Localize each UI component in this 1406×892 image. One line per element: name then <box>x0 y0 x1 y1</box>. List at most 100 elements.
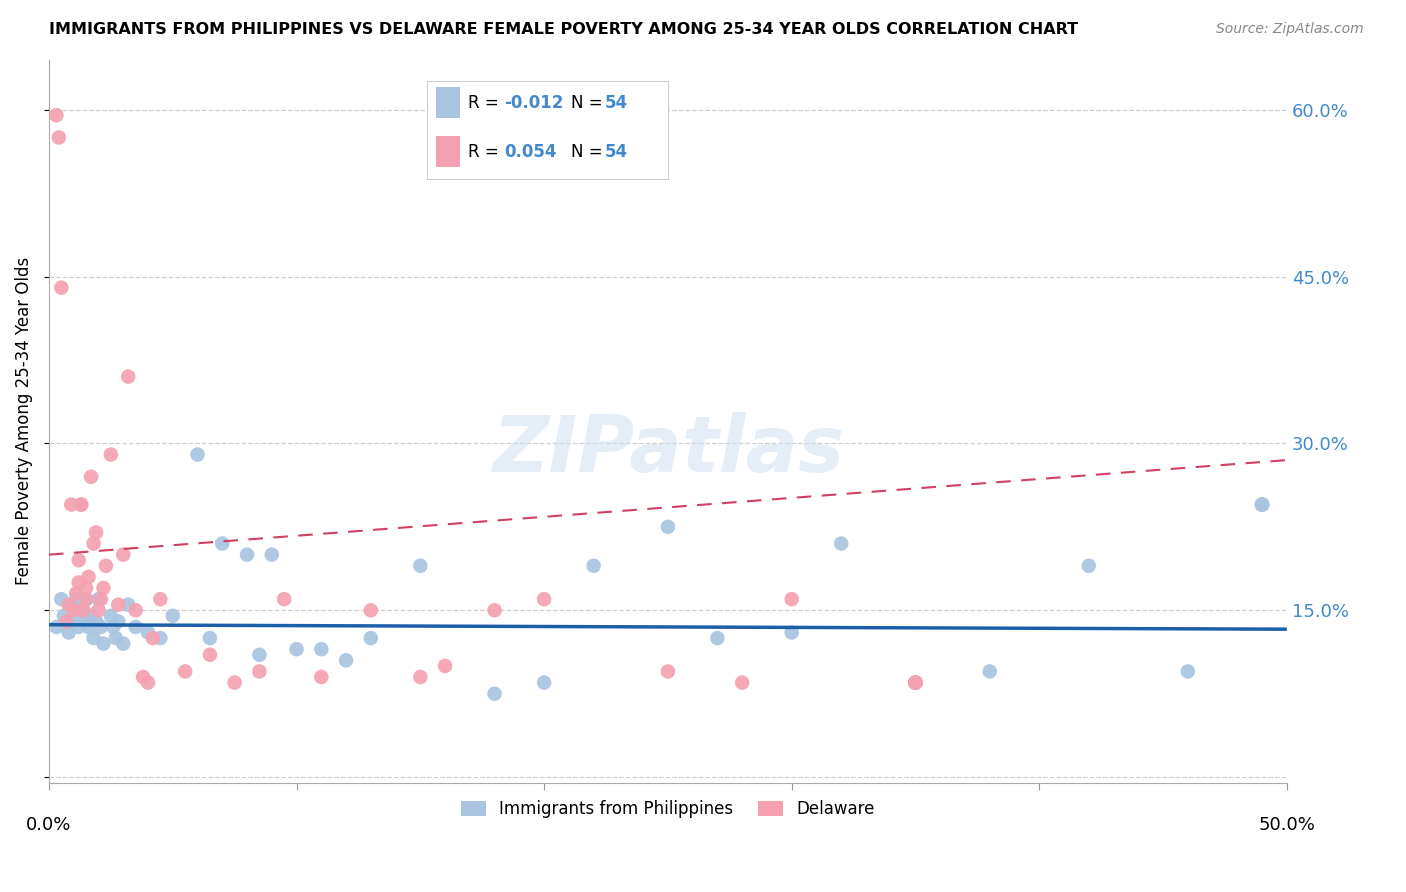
Point <box>904 675 927 690</box>
Point <box>132 670 155 684</box>
Point <box>90 620 112 634</box>
Point <box>87 603 110 617</box>
Point <box>149 592 172 607</box>
Point <box>51 592 73 607</box>
Point <box>67 620 90 634</box>
Point <box>117 369 139 384</box>
Point <box>142 631 165 645</box>
Point <box>124 603 146 617</box>
Point <box>70 498 93 512</box>
Point <box>70 603 93 617</box>
Point <box>409 558 432 573</box>
Point <box>58 625 80 640</box>
Point <box>107 598 129 612</box>
Point <box>124 620 146 634</box>
Point <box>62 608 84 623</box>
Point <box>211 536 233 550</box>
Point <box>533 675 555 690</box>
Point <box>904 675 927 690</box>
Point <box>311 642 333 657</box>
Point <box>67 553 90 567</box>
Point <box>45 108 67 122</box>
Point <box>904 675 927 690</box>
Text: Source: ZipAtlas.com: Source: ZipAtlas.com <box>1216 22 1364 37</box>
Point <box>434 659 457 673</box>
Point <box>285 642 308 657</box>
Point <box>904 675 927 690</box>
Text: ZIPatlas: ZIPatlas <box>492 412 844 488</box>
Point <box>1177 665 1199 679</box>
Text: 50.0%: 50.0% <box>1258 816 1315 834</box>
Point <box>75 581 97 595</box>
Point <box>484 687 506 701</box>
Point <box>51 280 73 294</box>
Point <box>1251 498 1274 512</box>
Point <box>75 592 97 607</box>
Point <box>1251 498 1274 512</box>
Point <box>45 620 67 634</box>
Point <box>84 615 107 629</box>
Point <box>311 670 333 684</box>
Point <box>533 592 555 607</box>
Point <box>70 498 93 512</box>
Point <box>80 608 103 623</box>
Point <box>87 592 110 607</box>
Point <box>65 586 87 600</box>
Point <box>94 558 117 573</box>
Point <box>136 675 159 690</box>
Point <box>100 448 122 462</box>
Point <box>136 625 159 640</box>
Point <box>706 631 728 645</box>
Point <box>1077 558 1099 573</box>
Point <box>484 603 506 617</box>
Point <box>273 592 295 607</box>
Point <box>360 631 382 645</box>
Point <box>186 448 208 462</box>
Point <box>657 665 679 679</box>
Point <box>409 670 432 684</box>
Point <box>60 498 83 512</box>
Point <box>103 620 125 634</box>
Point <box>236 548 259 562</box>
Point <box>104 631 127 645</box>
Point <box>198 648 221 662</box>
Point <box>65 592 87 607</box>
Point <box>335 653 357 667</box>
Point <box>112 548 135 562</box>
Point <box>52 608 75 623</box>
Point <box>48 130 70 145</box>
Point <box>360 603 382 617</box>
Point <box>830 536 852 550</box>
Point <box>83 631 105 645</box>
Point <box>58 598 80 612</box>
Point <box>657 520 679 534</box>
Point <box>112 637 135 651</box>
Point <box>780 625 803 640</box>
Point <box>72 603 94 617</box>
Point <box>67 575 90 590</box>
Point <box>90 592 112 607</box>
Point <box>93 581 115 595</box>
Point <box>107 615 129 629</box>
Text: 0.0%: 0.0% <box>27 816 72 834</box>
Point <box>75 592 97 607</box>
Point <box>731 675 754 690</box>
Point <box>198 631 221 645</box>
Point <box>1251 498 1274 512</box>
Point <box>62 603 84 617</box>
Point <box>249 648 271 662</box>
Point <box>84 525 107 540</box>
Point <box>174 665 197 679</box>
Point <box>780 592 803 607</box>
Point <box>83 536 105 550</box>
Point <box>582 558 605 573</box>
Y-axis label: Female Poverty Among 25-34 Year Olds: Female Poverty Among 25-34 Year Olds <box>15 257 32 585</box>
Point <box>904 675 927 690</box>
Point <box>60 598 83 612</box>
Point <box>77 620 100 634</box>
Point <box>260 548 283 562</box>
Point <box>1251 498 1274 512</box>
Point <box>80 469 103 483</box>
Point <box>224 675 246 690</box>
Point <box>149 631 172 645</box>
